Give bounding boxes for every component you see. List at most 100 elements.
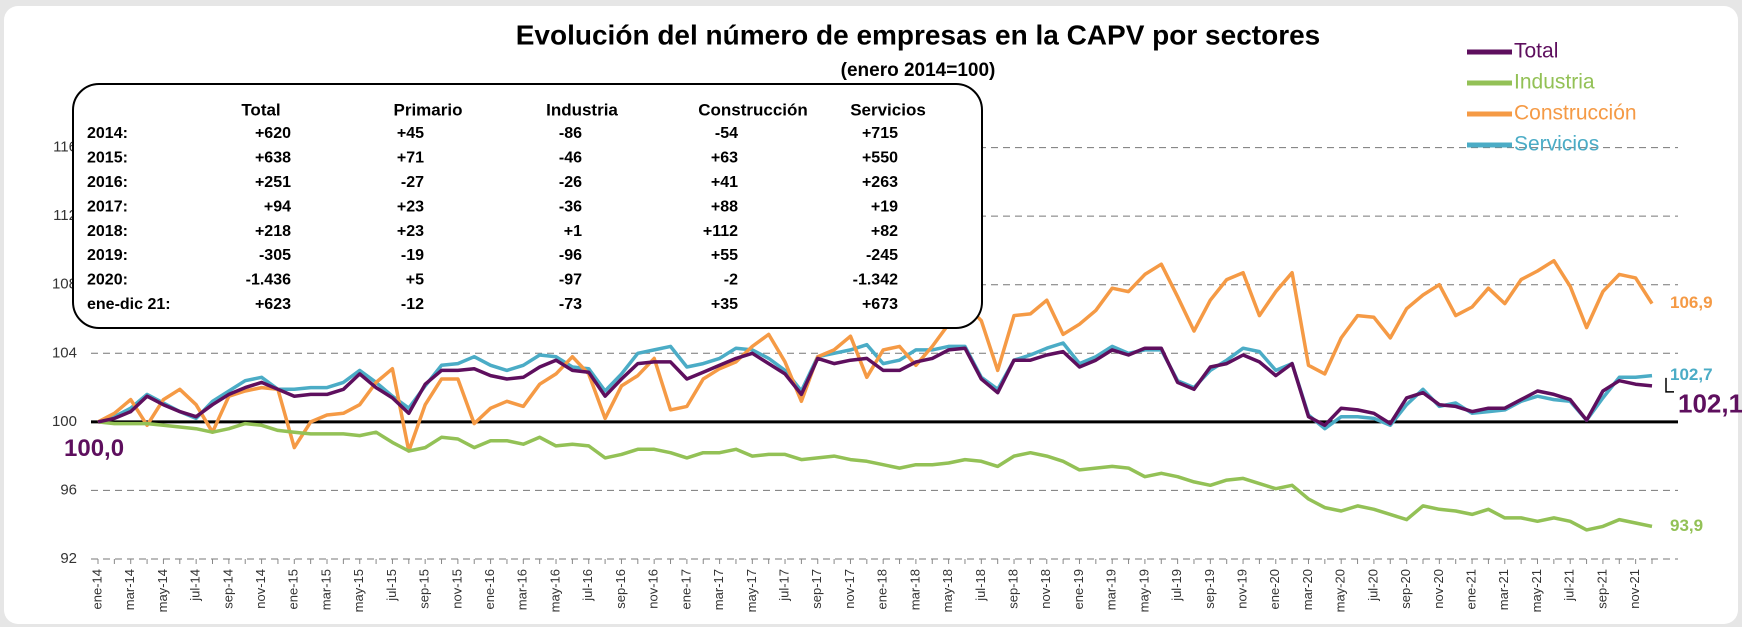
- x-tick-label: ene-21: [1464, 569, 1479, 609]
- x-tick-label: ene-19: [1071, 569, 1086, 609]
- summary-box: [72, 83, 983, 329]
- x-tick-label: ene-16: [482, 569, 497, 609]
- table-cell: +41: [711, 174, 738, 191]
- table-cell: +715: [862, 125, 898, 142]
- table-cell: +19: [871, 198, 898, 215]
- table-cell: +1: [564, 223, 582, 240]
- table-cell: -46: [559, 150, 582, 167]
- legend-label: Industria: [1514, 71, 1595, 94]
- x-tick-label: ene-17: [678, 569, 693, 609]
- x-tick-label: sep-17: [809, 569, 824, 609]
- x-tick-label: mar-19: [1104, 569, 1119, 610]
- table-cell: -1.342: [853, 272, 898, 289]
- table-header: Total: [241, 100, 280, 119]
- table-cell: +82: [871, 223, 898, 240]
- legend-label: Construcción: [1514, 102, 1637, 125]
- table-row-label: 2017:: [87, 198, 128, 215]
- y-tick-label: 116: [53, 139, 77, 156]
- y-tick-label: 104: [52, 344, 77, 361]
- x-tick-label: nov-20: [1431, 569, 1446, 609]
- start-label: 100,0: [64, 435, 124, 462]
- x-tick-label: sep-16: [613, 569, 628, 609]
- table-cell: +112: [703, 223, 738, 240]
- table-cell: +263: [862, 174, 898, 191]
- table-row-label: ene-dic 21:: [87, 296, 171, 313]
- table-cell: +63: [711, 150, 738, 167]
- table-cell: -27: [401, 174, 424, 191]
- x-tick-label: nov-21: [1627, 569, 1642, 609]
- end-label: 102,1: [1678, 389, 1742, 419]
- table-cell: +620: [255, 125, 291, 142]
- x-tick-label: may-14: [155, 569, 170, 612]
- x-tick-label: ene-20: [1267, 569, 1282, 609]
- x-tick-label: nov-17: [842, 569, 857, 609]
- table-cell: +218: [255, 223, 291, 240]
- table-cell: +94: [264, 198, 291, 215]
- table-cell: +35: [711, 296, 738, 313]
- x-tick-label: mar-20: [1300, 569, 1315, 610]
- table-header: Industria: [546, 100, 618, 119]
- x-tick-label: nov-19: [1234, 569, 1249, 609]
- x-tick-label: mar-16: [515, 569, 530, 610]
- table-header: Primario: [394, 100, 463, 119]
- end-label: 102,7: [1670, 365, 1713, 384]
- y-tick-label: 92: [60, 550, 77, 567]
- end-label: 106,9: [1670, 293, 1713, 312]
- x-tick-label: may-18: [940, 569, 955, 612]
- y-tick-label: 112: [53, 207, 77, 224]
- legend-label: Servicios: [1514, 133, 1599, 156]
- x-tick-label: jul-17: [776, 569, 791, 602]
- x-tick-label: jul-16: [580, 569, 595, 602]
- table-cell: +5: [406, 272, 424, 289]
- x-tick-label: ene-18: [875, 569, 890, 609]
- table-row-label: 2014:: [87, 125, 128, 142]
- table-cell: +45: [397, 125, 424, 142]
- x-tick-label: mar-15: [318, 569, 333, 610]
- x-tick-label: jul-15: [384, 569, 399, 602]
- x-tick-label: sep-18: [1005, 569, 1020, 609]
- table-cell: +673: [862, 296, 898, 313]
- x-tick-label: jul-19: [1169, 569, 1184, 602]
- x-tick-label: may-17: [744, 569, 759, 612]
- x-tick-label: may-21: [1529, 569, 1544, 612]
- table-cell: +23: [397, 223, 424, 240]
- chart-title: Evolución del número de empresas en la C…: [516, 19, 1320, 50]
- table-cell: +71: [397, 150, 424, 167]
- table-cell: -305: [259, 247, 291, 264]
- series-line: [97, 420, 1653, 532]
- x-tick-label: sep-19: [1202, 569, 1217, 609]
- legend-label: Total: [1514, 40, 1558, 63]
- chart-subtitle: (enero 2014=100): [841, 60, 996, 81]
- table-row-label: 2020:: [87, 272, 128, 289]
- table-row-label: 2018:: [87, 223, 128, 240]
- table-cell: -26: [559, 174, 582, 191]
- table-cell: +550: [862, 150, 898, 167]
- x-tick-label: mar-21: [1496, 569, 1511, 610]
- table-cell: +623: [255, 296, 291, 313]
- table-cell: -2: [724, 272, 738, 289]
- series-line: [97, 346, 1653, 428]
- x-tick-label: nov-15: [449, 569, 464, 609]
- x-tick-label: sep-21: [1594, 569, 1609, 609]
- x-tick-label: mar-17: [711, 569, 726, 610]
- x-tick-label: ene-15: [286, 569, 301, 609]
- table-cell: +23: [397, 198, 424, 215]
- table-cell: +88: [711, 198, 738, 215]
- x-tick-label: may-20: [1333, 569, 1348, 612]
- table-cell: -73: [559, 296, 582, 313]
- table-cell: +55: [711, 247, 738, 264]
- table-header: Construcción: [698, 100, 808, 119]
- table-cell: -1.436: [246, 272, 291, 289]
- end-connector: [1665, 377, 1674, 393]
- x-tick-label: nov-16: [646, 569, 661, 609]
- x-tick-label: jul-18: [973, 569, 988, 602]
- y-tick-label: 96: [60, 481, 77, 498]
- x-tick-label: jul-21: [1562, 569, 1577, 602]
- x-tick-label: nov-14: [253, 569, 268, 609]
- table-row-label: 2016:: [87, 174, 128, 191]
- x-tick-label: may-16: [547, 569, 562, 612]
- x-tick-label: may-19: [1136, 569, 1151, 612]
- end-label: 93,9: [1670, 516, 1703, 535]
- x-tick-label: nov-18: [1038, 569, 1053, 609]
